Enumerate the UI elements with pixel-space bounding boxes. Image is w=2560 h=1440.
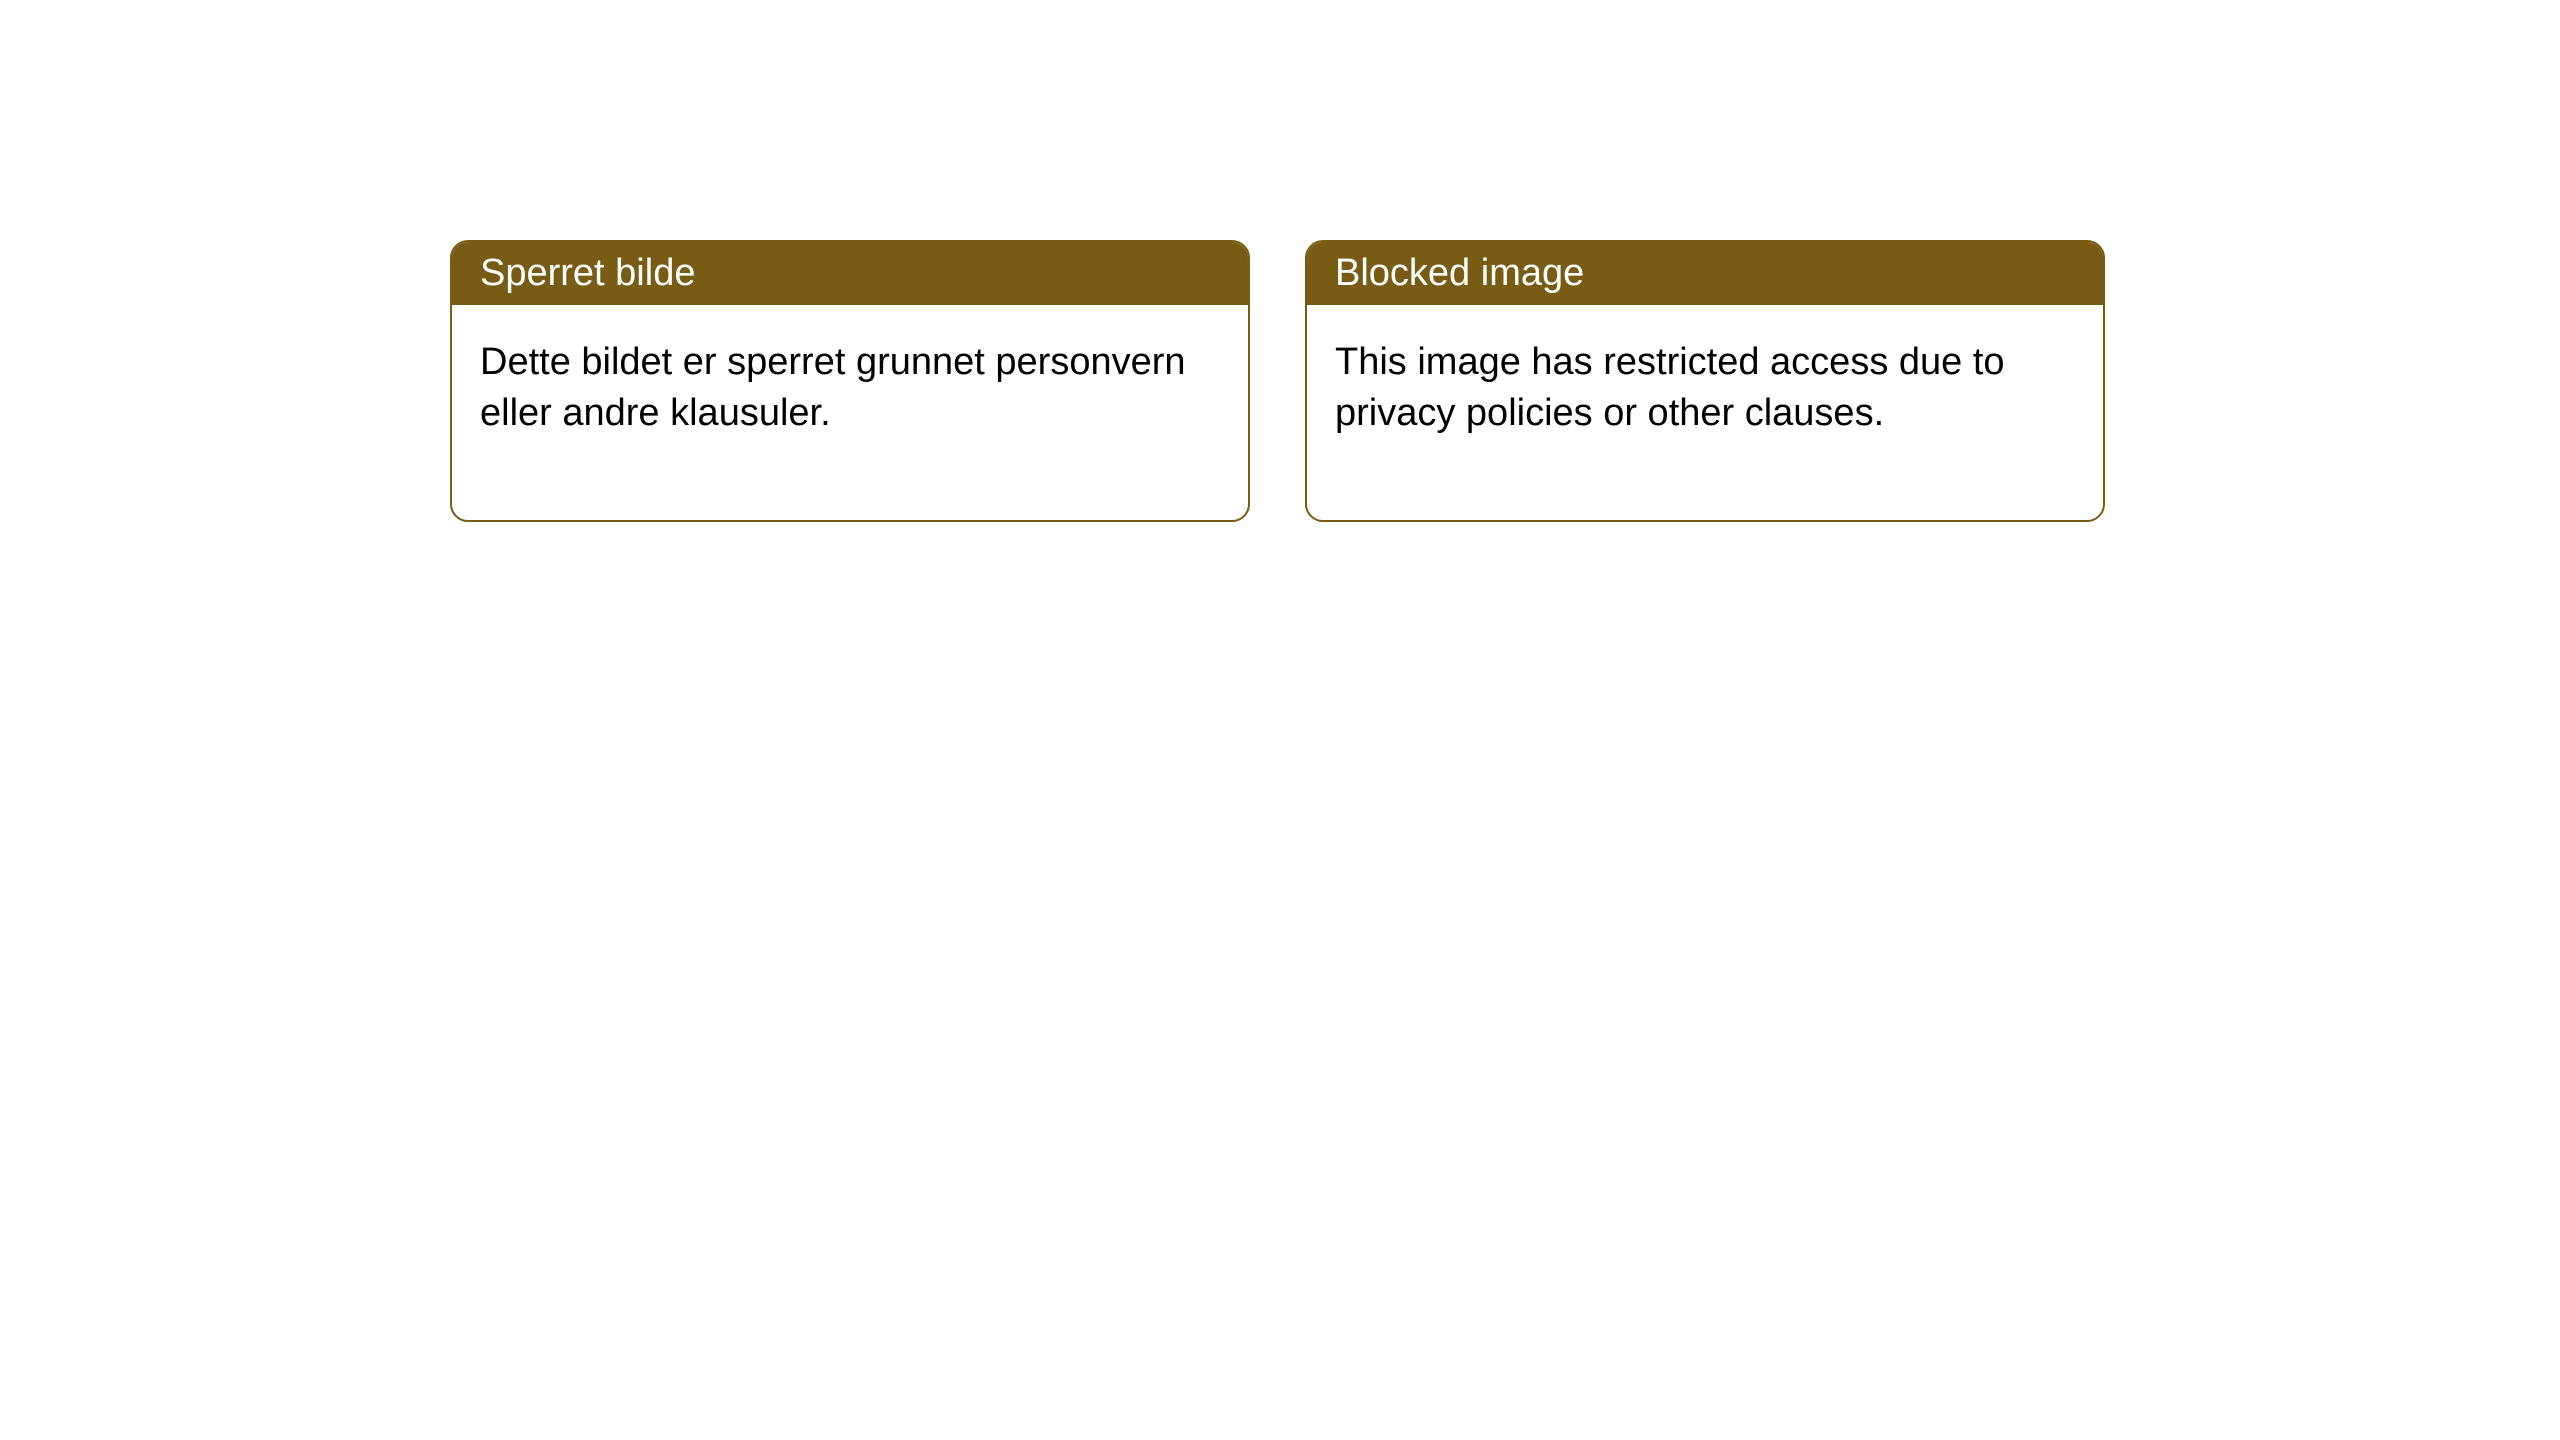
notice-body: This image has restricted access due to … [1307, 305, 2103, 520]
notice-title: Blocked image [1335, 252, 1584, 294]
notice-header: Blocked image [1307, 242, 2103, 305]
notice-body-text: This image has restricted access due to … [1335, 341, 2005, 434]
notice-body: Dette bildet er sperret grunnet personve… [452, 305, 1248, 520]
notice-container: Sperret bilde Dette bildet er sperret gr… [450, 240, 2105, 522]
notice-card-norwegian: Sperret bilde Dette bildet er sperret gr… [450, 240, 1250, 522]
notice-card-english: Blocked image This image has restricted … [1305, 240, 2105, 522]
notice-body-text: Dette bildet er sperret grunnet personve… [480, 341, 1186, 434]
notice-header: Sperret bilde [452, 242, 1248, 305]
notice-title: Sperret bilde [480, 252, 695, 294]
